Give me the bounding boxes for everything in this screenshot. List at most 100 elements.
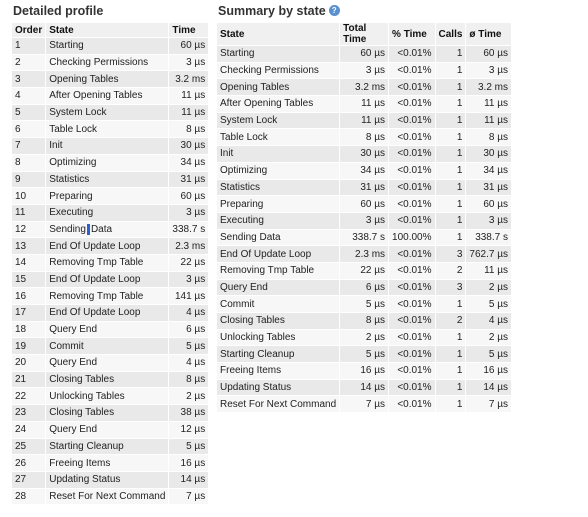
- cell-state: Preparing: [46, 188, 169, 204]
- cell-percent-time: <0.01%: [389, 329, 435, 346]
- cell-order: 7: [12, 138, 46, 154]
- cell-calls: 1: [435, 112, 466, 129]
- column-header-order[interactable]: Order: [12, 23, 46, 37]
- cell-total-time: 14 µs: [340, 379, 389, 396]
- column-header-state[interactable]: State: [217, 23, 340, 45]
- cell-total-time: 7 µs: [340, 396, 389, 413]
- cell-time: 338.7 s: [169, 221, 209, 238]
- column-header-calls[interactable]: Calls: [435, 23, 466, 45]
- help-icon[interactable]: ?: [328, 5, 340, 17]
- cell-total-time: 2 µs: [340, 329, 389, 346]
- cell-order: 4: [12, 88, 46, 104]
- cell-total-time: 60 µs: [340, 196, 389, 212]
- cell-time: 11 µs: [169, 104, 209, 121]
- table-row: Reset For Next Command 7 µs <0.01% 1 7 µs: [217, 396, 511, 413]
- cell-state: Updating Status: [217, 379, 340, 396]
- cell-time: 4 µs: [169, 355, 209, 371]
- cell-time: 4 µs: [169, 305, 209, 321]
- cell-state: Unlocking Tables: [46, 388, 169, 405]
- table-row: Removing Tmp Table 22 µs <0.01% 2 11 µs: [217, 262, 511, 279]
- column-header-percent-time[interactable]: % Time: [389, 23, 435, 45]
- cell-state: Removing Tmp Table: [46, 288, 169, 304]
- detailed-profile-panel: Detailed profile Order State Time 1 Start…: [11, 0, 210, 506]
- table-row: 20 Query End 4 µs: [12, 355, 209, 371]
- cell-time: 8 µs: [169, 121, 209, 138]
- cell-state: Sending Data: [46, 221, 169, 238]
- cell-state: Freeing Items: [46, 455, 169, 471]
- table-header-row: Order State Time: [12, 23, 209, 37]
- cell-state: Optimizing: [217, 162, 340, 179]
- cell-order: 26: [12, 455, 46, 471]
- cell-time: 5 µs: [169, 438, 209, 455]
- table-row: Optimizing 34 µs <0.01% 1 34 µs: [217, 162, 511, 179]
- cell-order: 2: [12, 54, 46, 71]
- cell-percent-time: <0.01%: [389, 346, 435, 363]
- cell-state: Table Lock: [217, 129, 340, 146]
- cell-state: End Of Update Loop: [46, 271, 169, 288]
- cell-avg-time: 3 µs: [466, 62, 511, 79]
- cell-state: Opening Tables: [217, 79, 340, 96]
- cell-time: 16 µs: [169, 455, 209, 471]
- cell-avg-time: 60 µs: [466, 196, 511, 212]
- cell-state: Query End: [46, 355, 169, 371]
- table-row: After Opening Tables 11 µs <0.01% 1 11 µs: [217, 96, 511, 112]
- cell-avg-time: 338.7 s: [466, 229, 511, 246]
- cell-state: Statistics: [217, 179, 340, 196]
- cell-state: Starting: [46, 38, 169, 54]
- table-row: 3 Opening Tables 3.2 ms: [12, 71, 209, 88]
- cell-state: After Opening Tables: [46, 88, 169, 104]
- summary-title: Summary by state?: [216, 0, 512, 22]
- cell-order: 20: [12, 355, 46, 371]
- cell-order: 10: [12, 188, 46, 204]
- cell-state: End Of Update Loop: [46, 238, 169, 254]
- column-header-avg-time[interactable]: ø Time: [466, 23, 511, 45]
- cell-state: Preparing: [217, 196, 340, 212]
- cell-order: 14: [12, 254, 46, 271]
- table-row: 25 Starting Cleanup 5 µs: [12, 438, 209, 455]
- table-row: Statistics 31 µs <0.01% 1 31 µs: [217, 179, 511, 196]
- cell-time: 141 µs: [169, 288, 209, 304]
- cell-total-time: 2.3 ms: [340, 246, 389, 262]
- cell-time: 31 µs: [169, 171, 209, 188]
- column-header-state[interactable]: State: [46, 23, 169, 37]
- column-header-total-time[interactable]: Total Time: [340, 23, 389, 45]
- cell-avg-time: 5 µs: [466, 346, 511, 363]
- table-row: Init 30 µs <0.01% 1 30 µs: [217, 146, 511, 162]
- cell-state: System Lock: [217, 112, 340, 129]
- cell-state: Reset For Next Command: [217, 396, 340, 413]
- cell-time: 60 µs: [169, 38, 209, 54]
- cell-order: 17: [12, 305, 46, 321]
- cell-time: 3 µs: [169, 54, 209, 71]
- table-row: Starting Cleanup 5 µs <0.01% 1 5 µs: [217, 346, 511, 363]
- table-row: 4 After Opening Tables 11 µs: [12, 88, 209, 104]
- cell-state: Init: [217, 146, 340, 162]
- cell-total-time: 34 µs: [340, 162, 389, 179]
- cell-time: 60 µs: [169, 188, 209, 204]
- summary-by-state-table: State Total Time % Time Calls ø Time Sta…: [216, 22, 512, 414]
- cell-time: 8 µs: [169, 371, 209, 388]
- table-row: Updating Status 14 µs <0.01% 1 14 µs: [217, 379, 511, 396]
- cell-state: Starting Cleanup: [217, 346, 340, 363]
- column-header-time[interactable]: Time: [169, 23, 209, 37]
- cell-total-time: 3 µs: [340, 62, 389, 79]
- cell-state: Closing Tables: [46, 405, 169, 421]
- table-row: 1 Starting 60 µs: [12, 38, 209, 54]
- cell-order: 13: [12, 238, 46, 254]
- cell-state: Statistics: [46, 171, 169, 188]
- cell-percent-time: <0.01%: [389, 262, 435, 279]
- cell-state: Executing: [217, 212, 340, 229]
- cell-order: 16: [12, 288, 46, 304]
- cell-calls: 1: [435, 196, 466, 212]
- cell-state-part: Data: [90, 223, 113, 235]
- cell-percent-time: <0.01%: [389, 96, 435, 112]
- cell-calls: 1: [435, 396, 466, 413]
- cell-total-time: 5 µs: [340, 346, 389, 363]
- table-row: Executing 3 µs <0.01% 1 3 µs: [217, 212, 511, 229]
- table-row: 22 Unlocking Tables 2 µs: [12, 388, 209, 405]
- cell-state: Table Lock: [46, 121, 169, 138]
- table-row: 27 Updating Status 14 µs: [12, 471, 209, 488]
- cell-state: Checking Permissions: [217, 62, 340, 79]
- table-row: 23 Closing Tables 38 µs: [12, 405, 209, 421]
- cell-total-time: 16 µs: [340, 363, 389, 379]
- cell-time: 3 µs: [169, 271, 209, 288]
